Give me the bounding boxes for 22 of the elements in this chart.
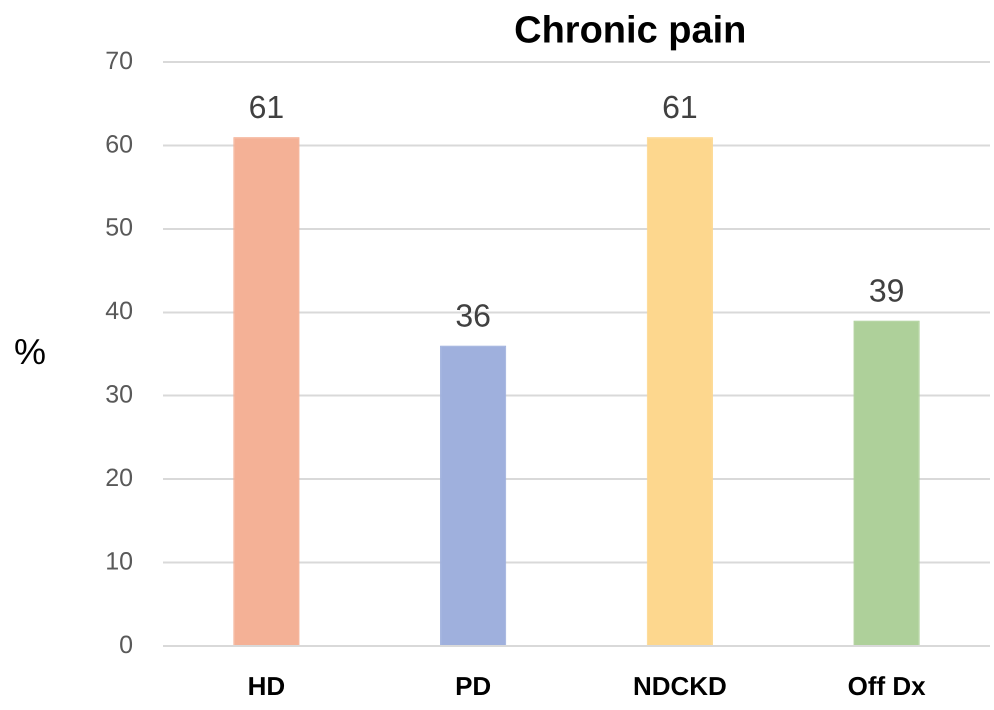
y-tick-label: 10 [105,547,133,576]
data-label: 39 [868,272,904,308]
y-tick-label: 50 [105,214,133,242]
y-tick-label: 60 [105,130,133,158]
y-tick-label: 40 [105,297,133,326]
y-tick-label: 20 [105,464,133,492]
y-tick-label: 0 [119,630,133,659]
y-axis-title: % [14,330,46,372]
data-label: 36 [455,297,491,334]
y-tick-label: 70 [105,46,133,75]
chart-title: Chronic pain [514,9,746,52]
bar [440,346,506,645]
x-tick-label: Off Dx [848,670,926,701]
bar [854,320,920,645]
y-tick-label: 30 [105,380,133,409]
x-tick-label: PD [455,670,492,701]
data-label: 61 [248,88,284,125]
x-tick-label: HD [248,670,286,701]
bar [233,137,300,645]
data-label: 61 [662,88,698,125]
x-tick-label: NDCKD [632,670,727,701]
bar [646,137,713,645]
